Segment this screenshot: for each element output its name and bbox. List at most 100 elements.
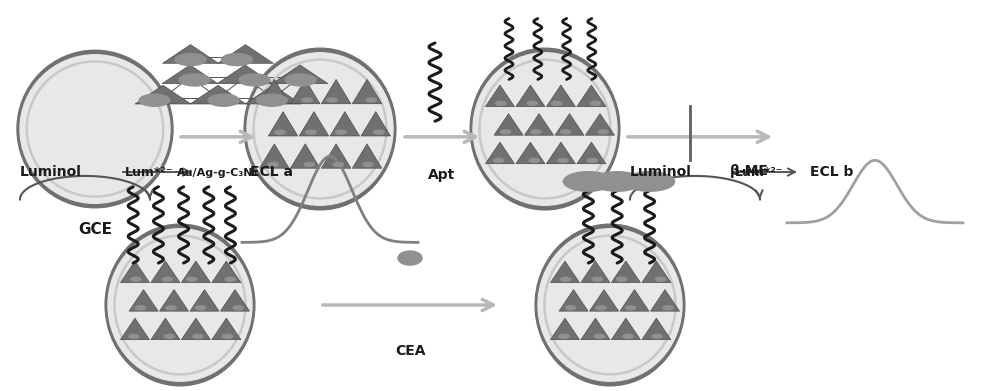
Polygon shape — [162, 65, 218, 84]
Polygon shape — [581, 261, 610, 283]
Circle shape — [527, 101, 537, 105]
Circle shape — [363, 162, 373, 167]
Text: GCE: GCE — [78, 222, 112, 237]
Text: ECL b: ECL b — [810, 165, 853, 179]
Polygon shape — [550, 261, 580, 283]
Circle shape — [139, 94, 170, 106]
Circle shape — [129, 334, 139, 338]
Circle shape — [590, 101, 601, 105]
Circle shape — [166, 306, 176, 310]
Polygon shape — [120, 261, 150, 283]
Circle shape — [598, 130, 608, 134]
Polygon shape — [220, 289, 250, 311]
Polygon shape — [352, 79, 382, 104]
Polygon shape — [181, 318, 210, 340]
Circle shape — [563, 172, 613, 191]
Ellipse shape — [470, 48, 620, 210]
Circle shape — [225, 277, 236, 281]
Circle shape — [617, 277, 627, 281]
Polygon shape — [162, 45, 218, 63]
Circle shape — [208, 94, 239, 106]
Circle shape — [196, 306, 206, 310]
Polygon shape — [620, 289, 649, 311]
Text: Apt: Apt — [428, 168, 456, 182]
Circle shape — [275, 130, 285, 134]
Circle shape — [164, 334, 174, 338]
Circle shape — [596, 306, 606, 310]
Text: Luminol: Luminol — [630, 165, 692, 179]
Polygon shape — [494, 113, 523, 135]
Circle shape — [623, 334, 633, 338]
Circle shape — [561, 277, 571, 281]
Polygon shape — [321, 144, 351, 168]
Polygon shape — [650, 289, 680, 311]
Polygon shape — [218, 45, 274, 63]
Ellipse shape — [538, 229, 682, 381]
Circle shape — [652, 334, 662, 338]
Polygon shape — [485, 142, 515, 164]
Text: ECL a: ECL a — [250, 165, 293, 179]
Circle shape — [559, 334, 569, 338]
Circle shape — [268, 162, 278, 167]
Circle shape — [135, 306, 146, 310]
Ellipse shape — [108, 229, 252, 381]
Circle shape — [270, 98, 280, 102]
Polygon shape — [330, 111, 360, 136]
Ellipse shape — [244, 48, 396, 210]
Polygon shape — [268, 111, 298, 136]
Circle shape — [366, 98, 376, 102]
Circle shape — [239, 74, 270, 86]
Circle shape — [222, 54, 252, 66]
Circle shape — [626, 306, 636, 310]
Polygon shape — [290, 79, 320, 104]
Circle shape — [302, 98, 312, 102]
Polygon shape — [642, 261, 671, 283]
Polygon shape — [611, 318, 640, 340]
Polygon shape — [151, 261, 180, 283]
Circle shape — [565, 306, 576, 310]
Polygon shape — [516, 85, 545, 107]
Text: Lum*²⁻: Lum*²⁻ — [125, 165, 174, 179]
Polygon shape — [290, 144, 320, 168]
Polygon shape — [581, 318, 610, 340]
Polygon shape — [516, 142, 545, 164]
Polygon shape — [159, 289, 189, 311]
Polygon shape — [361, 111, 391, 136]
Circle shape — [496, 101, 506, 105]
Circle shape — [256, 94, 287, 106]
Ellipse shape — [247, 53, 393, 205]
Ellipse shape — [20, 55, 170, 203]
Circle shape — [552, 101, 562, 105]
Circle shape — [592, 277, 602, 281]
Polygon shape — [212, 261, 241, 283]
Circle shape — [222, 334, 232, 338]
Polygon shape — [217, 65, 273, 84]
Circle shape — [304, 162, 314, 167]
Polygon shape — [260, 79, 289, 104]
Circle shape — [336, 130, 346, 134]
Ellipse shape — [17, 50, 173, 208]
Polygon shape — [151, 318, 180, 340]
Circle shape — [592, 172, 642, 191]
Circle shape — [529, 158, 539, 162]
Polygon shape — [272, 65, 328, 84]
Circle shape — [655, 277, 666, 281]
Ellipse shape — [535, 224, 685, 386]
Circle shape — [179, 74, 210, 86]
Circle shape — [193, 334, 203, 338]
Circle shape — [175, 54, 206, 66]
Circle shape — [494, 158, 504, 162]
Circle shape — [587, 158, 597, 162]
Polygon shape — [181, 261, 210, 283]
Circle shape — [663, 306, 673, 310]
Circle shape — [625, 172, 675, 191]
Text: β-ME: β-ME — [730, 164, 769, 178]
Polygon shape — [550, 318, 580, 340]
Polygon shape — [129, 289, 158, 311]
Polygon shape — [245, 85, 301, 104]
Polygon shape — [524, 113, 554, 135]
Polygon shape — [352, 144, 382, 168]
Polygon shape — [555, 113, 584, 135]
Polygon shape — [589, 289, 619, 311]
Circle shape — [561, 130, 571, 134]
